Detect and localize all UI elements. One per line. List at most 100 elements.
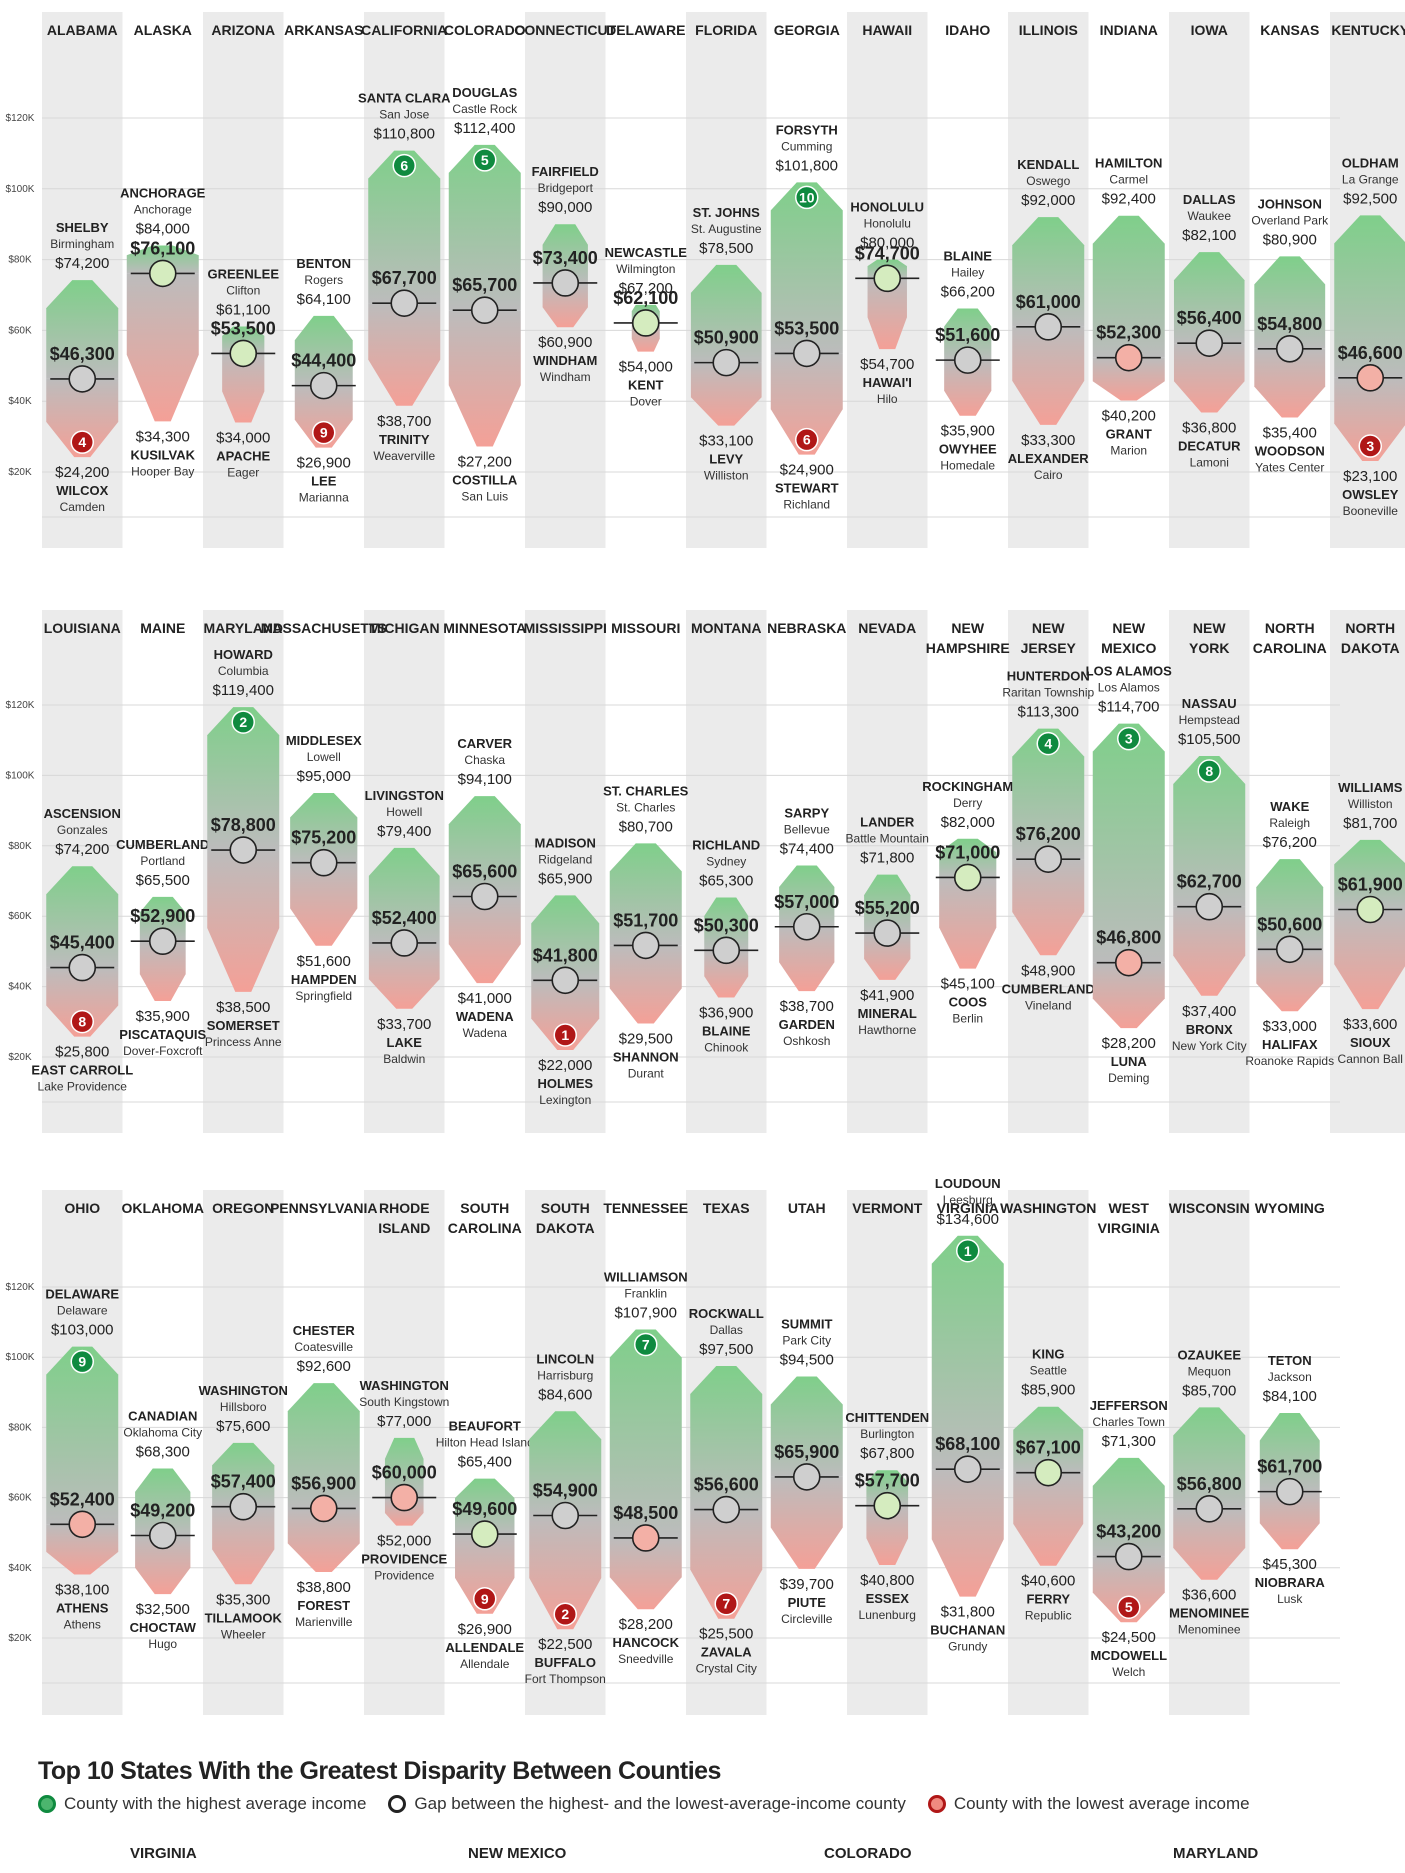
high-county-value: $61,100 [216,302,270,319]
y-tick-label: $100K [6,184,35,195]
state-massachusetts: MASSACHUSETTS $75,200 $95,000 Lowell MIDDLES… [261,620,387,1003]
low-county-seat: Hilo [877,392,898,406]
high-county-seat: Williston [1348,797,1393,811]
low-county-value: $38,500 [216,999,270,1016]
lower-range-shape [448,310,521,447]
low-county-seat: Homedale [940,459,995,473]
average-circle [1034,313,1063,341]
state-oklahoma: OKLAHOMA $49,200 $68,300 Oklahoma City CANAD… [122,1200,204,1651]
average-circle [148,927,177,955]
state-name: CONNECTICUT [514,22,616,38]
low-county-name: LEE [311,474,337,489]
high-county-seat: Bellevue [784,823,830,837]
high-county-seat: Seattle [1030,1364,1068,1378]
low-county-name: PISCATAQUIS [119,1027,206,1042]
low-county-name: EAST CARROLL [31,1063,133,1078]
lower-range-shape [867,278,907,350]
low-county-value: $26,900 [297,455,351,472]
state-name: ALASKA [134,22,192,38]
y-tick-label: $40K [8,396,32,407]
high-county-seat: Leesburg [943,1193,993,1207]
state-name: WASHINGTON [1000,1200,1096,1216]
low-county-name: WOODSON [1255,443,1325,458]
high-county-seat: Hempstead [1179,713,1240,727]
low-county-name: CUMBERLAND [1002,981,1095,996]
state-name: NEBRASKA [767,620,846,636]
upper-range-shape [864,874,911,934]
average-circle [1195,1495,1224,1523]
y-tick-label: $100K [6,770,35,781]
high-county-name: WASHINGTON [360,1378,449,1393]
high-county-name: CARVER [457,736,512,751]
high-county-seat: Harrisburg [537,1368,593,1382]
top10-strip: VIRGINIA NEW MEXICO COLORADO MARYLAND [0,1845,1405,1873]
state-arizona: ARIZONA $53,500$61,100 Clifton GREENLEE $34,… [207,22,279,479]
low-county-seat: Republic [1025,1609,1072,1623]
average-circle [1114,1542,1143,1571]
state-minnesota: MINNESOTA $65,600 $94,100 Chaska CARVER $41,0… [443,620,526,1040]
state-name: OHIO [64,1200,100,1216]
high-county-value: $75,600 [216,1418,270,1435]
lower-range-shape [207,850,280,992]
high-county-seat: Castle Rock [452,102,518,116]
low-county-seat: Grundy [948,1640,987,1654]
upper-range-shape [1173,252,1245,344]
low-county-seat: Weaverville [373,449,435,463]
high-county-value: $90,000 [538,199,592,216]
open-circle-icon [388,1795,407,1813]
low-county-value: $38,700 [780,998,834,1015]
high-county-seat: Hailey [951,265,984,279]
state-tennessee: TENNESSEE $48,500 $107,900 Franklin WILLIAMS… [603,1200,688,1666]
average-value: $57,000 [774,892,839,912]
average-circle [1275,935,1304,964]
high-county-seat: Delaware [57,1304,108,1318]
average-circle [470,882,499,911]
low-county-value: $33,300 [1021,432,1075,449]
low-county-value: $37,400 [1182,1003,1236,1020]
state-mississippi: MISSISSIPPI $41,800 $65,900 Ridgeland MADISO… [524,620,607,1107]
high-county-name: ST. CHARLES [603,783,689,798]
top10-label-colorado: COLORADO [824,1845,912,1862]
state-louisiana: LOUISIANA $45,400 $74,200 Gonzales ASCENSION… [31,620,133,1094]
state-colorado: COLORADO $65,700 $112,400 Castle Rock DOUGLA… [444,22,526,504]
state-name: ARKANSAS [284,22,363,38]
y-tick-label: $80K [8,1422,32,1433]
high-county-value: $105,500 [1178,731,1241,748]
high-county-seat: La Grange [1342,172,1399,186]
lower-range-shape [944,360,992,416]
low-county-name: FERRY [1026,1592,1070,1607]
rank-low-badge [70,1009,94,1034]
lower-range-shape [1012,859,1085,956]
rank-low-badge [312,420,336,445]
state-north-dakota: NORTH DAKOTA $61,900 $81,700 Williston WILLIA… [1334,620,1405,1066]
average-circle [1356,364,1385,392]
average-value: $60,000 [372,1463,437,1483]
state-name: WISCONSIN [1169,1200,1250,1216]
rank-high-number: 7 [642,1336,650,1352]
high-county-value: $67,200 [619,280,673,297]
rank-low-number: 6 [803,432,811,448]
state-name: YORK [1189,640,1229,656]
legend-items: County with the highest average income G… [38,1794,1378,1814]
average-value: $52,900 [130,906,195,926]
state-name: DAKOTA [1341,640,1400,656]
high-county-seat: Cumming [781,139,832,153]
high-county-seat: Hillsboro [220,1400,267,1414]
low-county-name: PIUTE [788,1595,827,1610]
rank-high-number: 9 [78,1354,86,1370]
state-name: MISSISSIPPI [524,620,607,636]
low-county-seat: Lexington [539,1093,591,1107]
high-county-value: $84,100 [1263,1388,1317,1405]
high-county-name: ASCENSION [44,806,121,821]
lower-range-shape [46,967,119,1037]
upper-range-shape [609,843,682,946]
low-county-seat: Baldwin [383,1052,425,1066]
low-county-name: TRINITY [379,432,430,447]
lower-range-shape [1092,357,1165,401]
average-value: $43,200 [1096,1522,1161,1542]
high-county-value: $84,000 [136,220,190,237]
low-county-name: SHANNON [613,1050,679,1065]
state-california: CALIFORNIA $67,700 $110,800 San Jose SANTA C… [358,22,451,463]
low-county-value: $24,500 [1102,1629,1156,1646]
red-circle-icon [927,1795,946,1813]
